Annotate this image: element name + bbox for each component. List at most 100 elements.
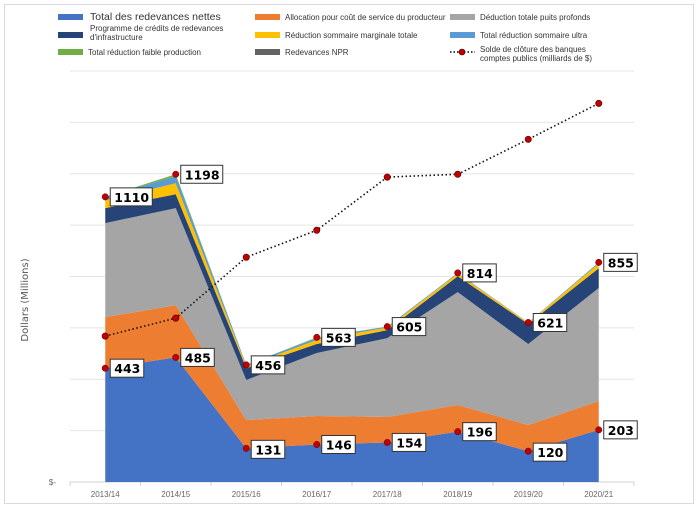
data-label-box — [603, 252, 638, 272]
legend-label: Solde de clôture des banques — [480, 45, 586, 54]
data-label: 154 — [396, 435, 422, 450]
data-label: 605 — [396, 320, 422, 335]
balance-point — [454, 170, 462, 178]
balance-point — [524, 135, 532, 143]
data-point — [172, 353, 180, 361]
data-point — [454, 428, 462, 436]
area-total-r-duction-sommaire-ultra — [105, 176, 599, 367]
legend-label: d'infrastructure — [90, 33, 143, 42]
area-total-des-redevances-nettes — [105, 357, 599, 482]
x-tick-label: 2018/19 — [443, 490, 472, 499]
data-label: 146 — [326, 437, 352, 452]
legend-label: Programme de crédits de redevances — [90, 24, 223, 33]
data-label-box — [532, 442, 568, 462]
legend-label: Déduction totale puits profonds — [480, 13, 590, 22]
areas — [105, 174, 599, 482]
data-point — [242, 361, 250, 369]
data-label: 563 — [326, 330, 352, 345]
data-label-box — [250, 355, 286, 375]
data-label: 131 — [255, 442, 281, 457]
area-allocation-pour-co-t-de-service-du-producteur — [105, 305, 599, 452]
data-label-box — [180, 164, 224, 184]
balance-line-path — [105, 102, 600, 337]
data-point — [101, 193, 109, 201]
legend: Total des redevances nettes Allocation po… — [58, 11, 592, 63]
legend-label: Total des redevances nettes — [90, 11, 221, 23]
legend-label: comptes publics (milliards de $) — [480, 54, 592, 63]
x-tick-label: 2014/15 — [161, 490, 190, 499]
data-label-box — [321, 434, 356, 454]
legend-swatch — [58, 49, 83, 55]
data-label: 814 — [467, 266, 493, 281]
x-tick-label: 2017/18 — [373, 490, 402, 499]
legend-swatch — [255, 14, 280, 20]
data-label-box — [462, 263, 497, 283]
data-label: 443 — [114, 361, 140, 376]
data-label-box — [180, 347, 215, 367]
legend-label: Total réduction sommaire ultra — [480, 31, 588, 40]
data-point — [313, 441, 321, 448]
data-point — [383, 323, 391, 331]
y-tick-label: $- — [49, 478, 56, 487]
data-label: 485 — [185, 350, 211, 365]
data-label-box — [603, 420, 638, 440]
legend-label: Allocation pour coût de service du produ… — [285, 13, 446, 22]
legend-swatch — [255, 49, 280, 55]
x-tick-label: 2015/16 — [232, 490, 261, 499]
legend-swatch — [450, 14, 475, 20]
balance-line — [101, 99, 603, 340]
data-point — [242, 444, 250, 452]
axes: Dollars (Millions) $- 2013/14 2014/15 2015… — [20, 258, 614, 499]
data-labels: 1110 1198 456 563 605 814 621 855 443 485 131 146 15… — [101, 164, 638, 462]
data-label: 855 — [608, 255, 634, 270]
legend-line-marker — [458, 48, 466, 56]
legend-swatch — [58, 32, 83, 38]
data-label-box — [462, 422, 497, 442]
data-label-box — [532, 312, 568, 332]
chart-frame — [4, 4, 694, 504]
data-point — [595, 258, 603, 266]
y-axis-label: Dollars (Millions) — [20, 258, 31, 341]
balance-point — [383, 173, 391, 181]
data-label-box — [391, 317, 427, 337]
data-label: 1198 — [185, 167, 220, 182]
data-point — [454, 269, 462, 277]
data-label-box — [391, 432, 427, 452]
data-label-box — [109, 358, 145, 378]
x-tick-label: 2020/21 — [584, 490, 613, 499]
data-label: 203 — [608, 423, 634, 438]
x-tick-label: 2019/20 — [514, 490, 543, 499]
data-label-box — [109, 187, 153, 207]
data-point — [595, 426, 603, 434]
data-label: 196 — [467, 425, 493, 440]
data-point — [172, 170, 180, 178]
legend-swatch — [255, 32, 280, 38]
x-tick-label: 2016/17 — [302, 490, 331, 499]
balance-point — [313, 226, 321, 234]
data-point — [524, 447, 532, 455]
balance-point — [242, 253, 250, 261]
balance-point — [595, 99, 603, 107]
data-point — [524, 319, 532, 326]
balance-point — [101, 332, 109, 340]
legend-label: Réduction sommaire marginale totale — [285, 31, 418, 40]
data-point — [383, 438, 391, 446]
data-label: 120 — [537, 445, 563, 460]
data-label-box — [321, 327, 356, 347]
area-d-duction-totale-puits-profonds — [105, 208, 599, 425]
legend-swatch — [450, 32, 475, 38]
area-r-duction-sommaire-marginale-totale — [105, 183, 599, 369]
balance-point — [172, 314, 180, 322]
legend-swatch — [58, 14, 83, 20]
data-point — [101, 364, 109, 372]
data-label: 1110 — [114, 190, 149, 205]
data-label-box — [250, 439, 286, 459]
data-label: 456 — [255, 358, 281, 373]
data-point — [313, 333, 321, 341]
data-label: 621 — [537, 315, 563, 330]
area-programme-de-cr-dits-de-redevances-d-infrastructure — [105, 194, 599, 381]
area-total-r-duction-faible-production — [105, 174, 599, 365]
legend-label: Total réduction faible production — [88, 48, 201, 57]
x-tick-label: 2013/14 — [91, 490, 120, 499]
